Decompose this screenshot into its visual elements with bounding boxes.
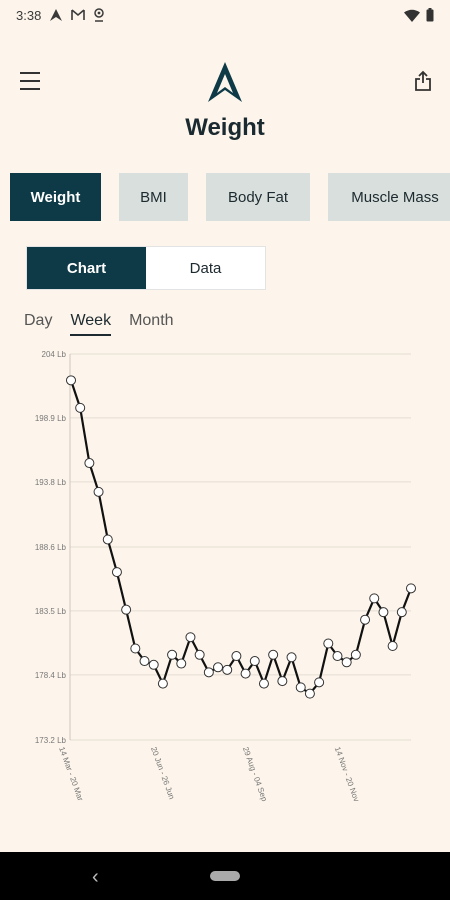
view-toggle: Chart Data <box>26 246 266 290</box>
data-point <box>102 534 113 545</box>
y-tick-label: 183.5 Lb <box>35 607 67 616</box>
data-point <box>75 402 86 413</box>
period-tabs: Day Week Month <box>24 312 174 336</box>
status-time: 3:38 <box>16 7 42 23</box>
data-point <box>268 649 279 660</box>
data-point <box>396 607 407 618</box>
data-point <box>148 659 159 670</box>
data-point <box>130 643 141 654</box>
tab-body-fat[interactable]: Body Fat <box>206 173 310 221</box>
y-tick-label: 178.4 Lb <box>35 671 67 680</box>
data-point <box>406 583 416 594</box>
data-point <box>213 662 224 673</box>
data-point <box>167 649 178 660</box>
data-point <box>360 614 371 625</box>
status-bar: 3:38 <box>0 0 450 30</box>
data-point <box>139 656 150 667</box>
period-tab-week[interactable]: Week <box>70 312 112 336</box>
y-tick-label: 198.9 Lb <box>35 414 67 423</box>
data-point <box>332 651 343 662</box>
data-point <box>194 649 205 660</box>
data-point <box>249 656 260 667</box>
data-point <box>157 678 168 689</box>
data-point <box>387 641 398 652</box>
data-point <box>350 649 361 660</box>
home-pill[interactable] <box>210 871 240 881</box>
chart-toggle-button[interactable]: Chart <box>27 247 146 289</box>
tab-weight[interactable]: Weight <box>10 173 101 221</box>
y-tick-label: 173.2 Lb <box>35 736 67 745</box>
data-point <box>277 676 288 687</box>
y-tick-label: 188.6 Lb <box>35 543 67 552</box>
y-tick-label: 204 Lb <box>42 350 67 359</box>
battery-icon <box>426 8 434 22</box>
series-line <box>69 379 413 695</box>
location-notification-icon <box>93 8 105 22</box>
period-tab-month[interactable]: Month <box>129 312 174 329</box>
tab-muscle-mass[interactable]: Muscle Mass <box>328 173 450 221</box>
system-nav-bar: ‹ <box>0 852 450 900</box>
app-logo-notification-icon <box>49 8 63 22</box>
data-point <box>314 677 325 688</box>
data-point <box>203 667 214 678</box>
data-point <box>240 668 251 679</box>
data-point <box>323 638 334 649</box>
data-point <box>185 632 196 643</box>
metric-tabs: Weight BMI Body Fat Muscle Mass <box>10 173 450 221</box>
page-title: Weight <box>185 114 265 141</box>
share-icon[interactable] <box>414 70 432 97</box>
period-tab-day[interactable]: Day <box>24 312 53 329</box>
x-tick-label: 29 Aug - 04 Sep <box>241 746 269 804</box>
data-point <box>93 486 104 497</box>
data-point <box>231 651 242 662</box>
data-point <box>341 657 352 668</box>
data-toggle-button[interactable]: Data <box>146 247 265 289</box>
x-tick-label: 14 Mar - 20 Mar <box>57 746 85 803</box>
data-point <box>66 375 76 386</box>
gmail-notification-icon <box>71 9 86 21</box>
data-point <box>304 688 315 699</box>
data-point <box>378 607 389 618</box>
data-point <box>222 664 233 675</box>
app-logo-icon <box>205 60 245 109</box>
data-point <box>84 458 95 469</box>
header: Weight <box>0 60 450 150</box>
menu-icon[interactable] <box>20 72 40 90</box>
data-point <box>111 567 122 578</box>
data-point <box>286 652 297 663</box>
y-tick-label: 193.8 Lb <box>35 478 67 487</box>
back-icon[interactable]: ‹ <box>92 866 99 888</box>
data-point <box>176 658 187 669</box>
x-tick-label: 20 Jun - 26 Jun <box>149 746 176 801</box>
tab-bmi[interactable]: BMI <box>119 173 188 221</box>
wifi-icon <box>404 9 420 22</box>
data-point <box>121 604 132 615</box>
data-point <box>258 678 269 689</box>
data-point <box>295 682 306 693</box>
data-point <box>369 593 380 604</box>
x-tick-label: 14 Nov - 20 Nov <box>333 746 361 803</box>
weight-chart: 204 Lb 198.9 Lb 193.8 Lb 188.6 Lb 183.5 Lb 17… <box>35 350 416 804</box>
